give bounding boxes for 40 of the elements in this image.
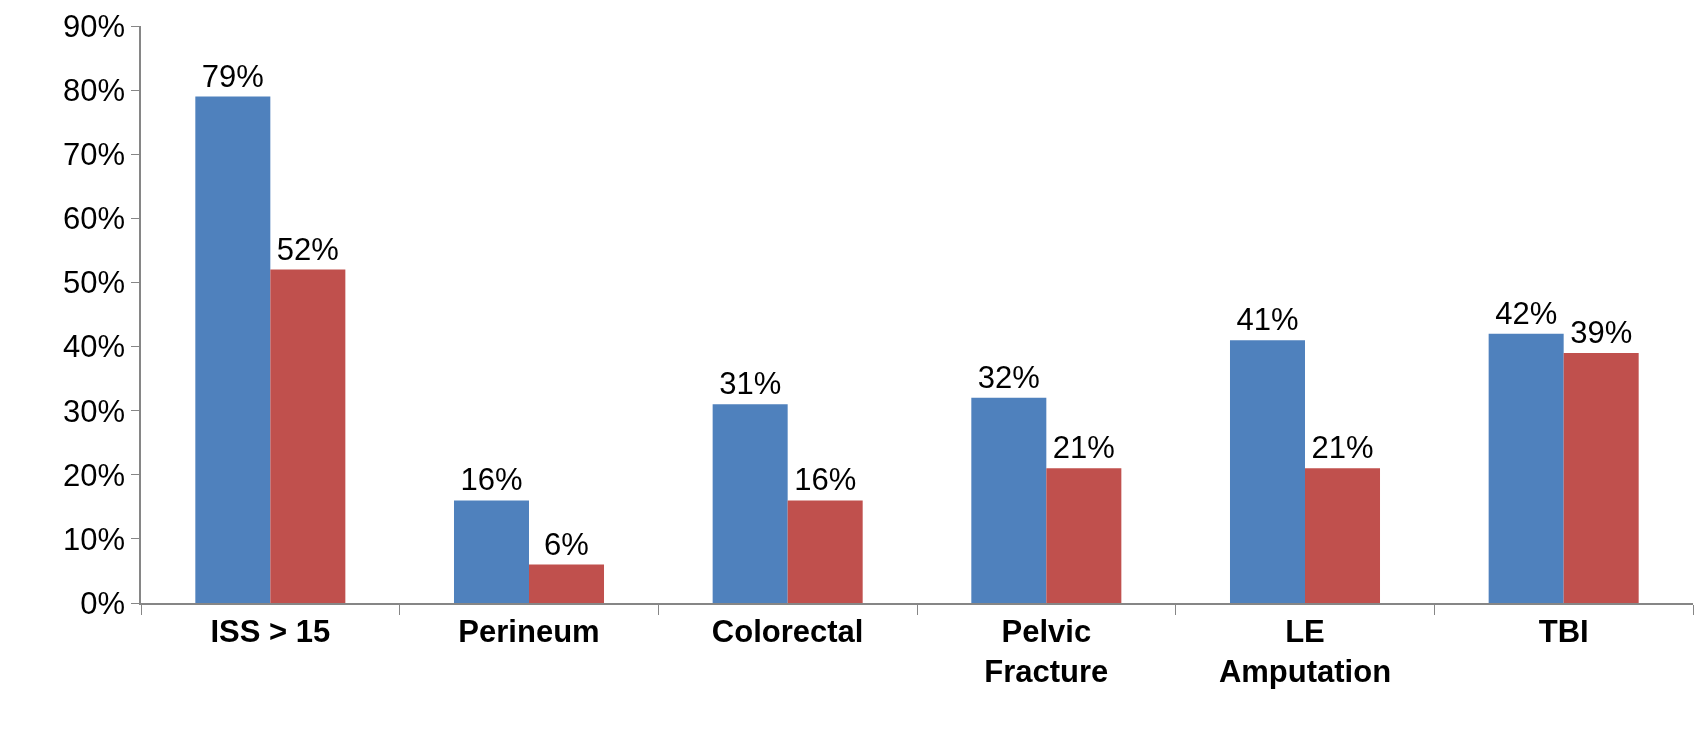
x-tick-label: Colorectal [711, 613, 864, 649]
data-label: 16% [460, 462, 523, 498]
y-tick-label: 30% [63, 393, 126, 429]
data-label: 39% [1570, 314, 1633, 350]
y-tick-label: 80% [63, 72, 126, 108]
y-tick-label: 10% [63, 521, 126, 557]
data-label: 79% [201, 58, 264, 94]
y-tick-label: 50% [63, 265, 126, 301]
data-label: 21% [1311, 430, 1374, 466]
bar [1563, 352, 1639, 603]
y-tick-label: 0% [80, 585, 126, 621]
data-label: 16% [794, 462, 857, 498]
data-label: 31% [719, 366, 782, 402]
bar [1305, 468, 1381, 603]
y-tick-label: 70% [63, 137, 126, 173]
bar [270, 269, 346, 603]
data-label: 52% [276, 231, 339, 267]
y-tick-label: 20% [63, 457, 126, 493]
x-tick-label: Pelvic Fracture [984, 613, 1109, 690]
x-tick-label: LE Amputation [1218, 613, 1392, 690]
x-tick-label: ISS > 15 [210, 613, 331, 649]
data-label: 41% [1236, 302, 1299, 338]
bar [1229, 340, 1305, 603]
data-label: 32% [977, 359, 1040, 395]
bar [787, 500, 863, 603]
data-label: 6% [544, 526, 589, 562]
y-tick-label: 60% [63, 201, 126, 237]
x-tick-label: Perineum [458, 613, 600, 649]
bar [529, 564, 605, 603]
x-tick-label: TBI [1538, 613, 1589, 649]
y-tick-label: 40% [63, 329, 126, 365]
data-label: 21% [1052, 430, 1115, 466]
bar [1488, 333, 1564, 603]
bar [971, 397, 1047, 603]
data-label: 42% [1495, 295, 1558, 331]
bar [453, 500, 529, 603]
bar [1046, 468, 1122, 603]
bar [712, 404, 788, 603]
bar [195, 96, 271, 603]
y-tick-label: 90% [63, 8, 126, 44]
